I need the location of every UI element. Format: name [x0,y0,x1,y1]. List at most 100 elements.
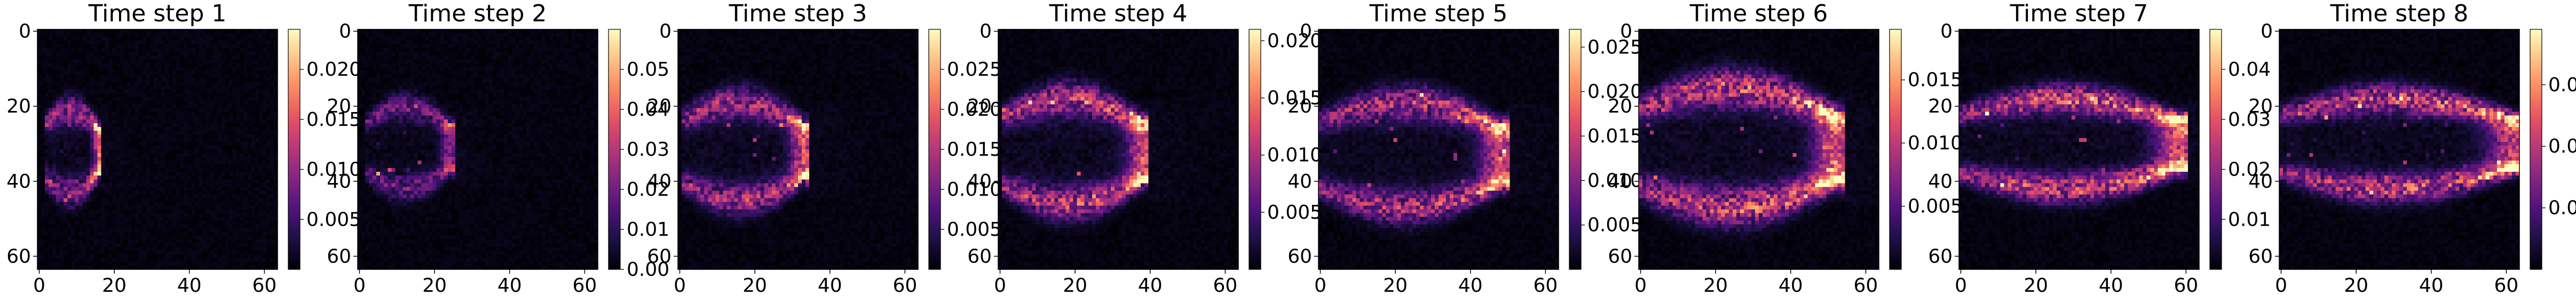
x-tick-label: 20 [2344,275,2368,297]
x-tick-label: 40 [177,275,202,297]
colorbar-tick-label: 0.015 [1908,69,1963,91]
panel-title: Time step 4 [1049,0,1188,27]
colorbar-tick-label: 0.01 [2548,197,2576,219]
y-tick-label: 60 [6,245,31,267]
panel-title: Time step 7 [2010,0,2148,27]
y-tick-label: 0 [1300,21,1312,43]
heatmap-image [1318,29,1559,269]
y-tick-label: 40 [967,171,992,193]
colorbar-tick-label: 0.02 [2548,135,2576,157]
x-tick-label: 0 [2275,275,2287,297]
x-tick-label: 60 [1533,275,1558,297]
x-tick-label: 60 [572,275,597,297]
x-tick-label: 0 [674,275,686,297]
x-tick-label: 20 [2024,275,2048,297]
y-tick-label: 20 [647,95,671,117]
colorbar-tick-label: 0.020 [1267,30,1322,52]
heatmap-image [37,29,278,269]
heatmap-image [998,29,1238,269]
colorbar-tick-label: 0.015 [1267,87,1322,109]
y-tick-label: 40 [6,171,31,193]
heatmap-image [1959,29,2199,269]
x-tick-label: 40 [2099,275,2123,297]
x-tick-label: 20 [1383,275,1408,297]
y-tick-label: 60 [1287,245,1312,267]
colorbar-tick-label: 0.02 [2228,159,2271,181]
heatmap-image [2279,29,2519,269]
colorbar [2209,29,2222,270]
axes-frame [1318,29,1559,270]
x-tick-label: 0 [1955,275,1967,297]
x-tick-label: 40 [1458,275,1483,297]
x-tick-label: 60 [2174,275,2198,297]
colorbar-tick-label: 0.015 [1587,125,1642,147]
x-tick-label: 20 [422,275,447,297]
colorbar [1249,29,1261,270]
y-tick-label: 20 [967,95,992,117]
axes-frame [677,29,919,270]
x-tick-label: 40 [497,275,522,297]
colorbar-tick-label: 0.04 [2228,59,2271,81]
colorbar-tick-label: 0.005 [1908,196,1963,218]
y-tick-label: 40 [1287,171,1312,193]
x-tick-label: 60 [1213,275,1237,297]
colorbar-tick-label: 0.005 [306,209,361,230]
axes-frame [357,29,598,270]
panel-title: Time step 1 [88,0,227,27]
y-tick-label: 40 [1608,171,1632,193]
colorbar-tick-label: 0.01 [2228,209,2271,230]
colorbar-tick-label: 0.03 [2228,109,2271,131]
y-tick-label: 40 [327,171,351,193]
y-tick-label: 20 [1608,95,1632,117]
x-tick-label: 60 [1853,275,1878,297]
colorbar [288,29,301,270]
panel-title: Time step 2 [408,0,547,27]
colorbar [928,29,941,270]
colorbar [1569,29,1582,270]
x-tick-label: 0 [353,275,366,297]
x-tick-label: 40 [818,275,842,297]
colorbar-tick-label: 0.010 [1587,170,1642,192]
y-tick-label: 0 [979,21,992,43]
colorbar-tick-label: 0.010 [947,179,1002,201]
colorbar-tick-label: 0.05 [627,59,669,81]
y-tick-label: 20 [1287,95,1312,117]
panel-7: Time step 70 20 40 6002040600.010.020.030.0… [1928,0,2271,297]
colorbar-tick-label: 0.005 [947,219,1002,241]
y-tick-label: 60 [1608,245,1632,267]
colorbar-tick-label: 0.005 [1267,202,1322,224]
colorbar-tick-label: 0.01 [627,219,669,241]
y-tick-label: 60 [327,245,351,267]
x-tick-label: 60 [2494,275,2518,297]
y-tick-label: 20 [2248,95,2273,117]
panel-4: Time step 40 20 40 6002040600.0050.0100.015… [967,0,1322,297]
panel-1: Time step 10 20 40 6002040600.0050.0100.015… [6,0,361,297]
y-tick-label: 60 [2248,245,2273,267]
colorbar-tick-label: 0.020 [306,59,361,81]
colorbar-tick-label: 0.03 [627,139,669,161]
colorbar-tick-label: 0.015 [306,109,361,131]
x-tick-label: 40 [2419,275,2444,297]
heatmap-image [1639,29,1879,269]
colorbar-tick-label: 0.005 [1587,214,1642,236]
y-tick-label: 60 [1928,245,1953,267]
x-tick-label: 40 [1138,275,1163,297]
panel-2: Time step 20 20 40 6002040600.000.010.020.0… [327,0,669,297]
x-tick-label: 0 [994,275,1006,297]
colorbar-tick-label: 0.03 [2548,74,2576,96]
colorbar-tick-label: 0.010 [1908,132,1963,154]
colorbar [2530,29,2542,270]
y-tick-label: 40 [647,171,671,193]
y-tick-label: 60 [647,245,671,267]
colorbar [608,29,621,270]
x-tick-label: 20 [1063,275,1087,297]
colorbar [1889,29,1902,270]
panel-title: Time step 3 [729,0,867,27]
x-tick-label: 40 [1779,275,1803,297]
y-tick-label: 20 [1928,95,1953,117]
y-tick-label: 0 [2261,21,2273,43]
x-tick-label: 0 [1634,275,1647,297]
